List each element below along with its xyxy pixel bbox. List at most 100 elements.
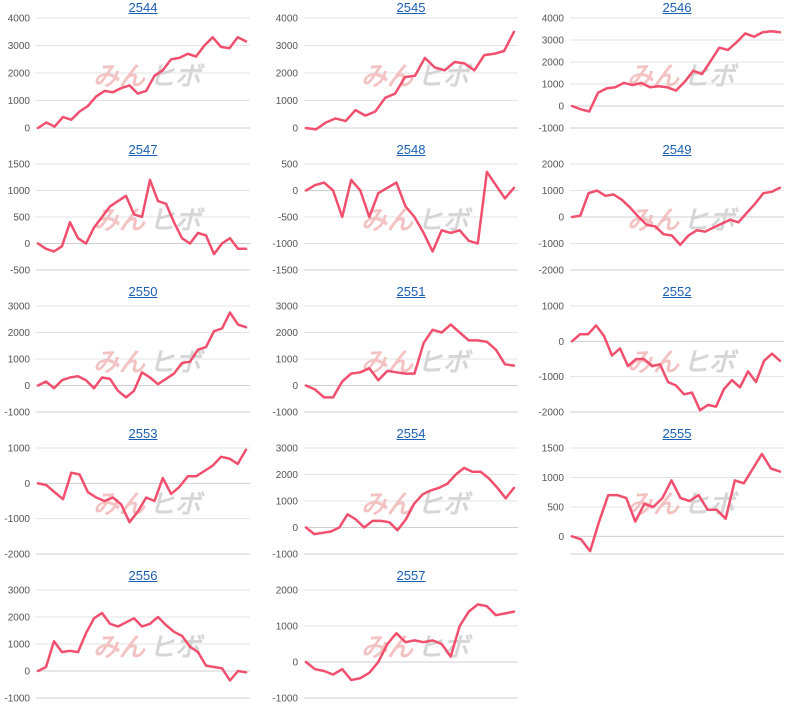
y-tick-label: 1000 — [8, 186, 31, 197]
watermark-logo: みん ヒボ — [93, 347, 205, 377]
y-tick-label: -1000 — [538, 372, 564, 383]
series-line — [36, 178, 248, 256]
y-tick-label: 4000 — [542, 14, 565, 25]
y-tick-label: -1000 — [4, 408, 30, 419]
watermark-text-left: みん — [93, 632, 146, 662]
chart-panel: 2545 0 1000 2000 3000 4000 みん ヒボ — [268, 0, 528, 146]
watermark-logo: みん ヒボ — [93, 61, 205, 91]
y-tick-label: 2000 — [276, 328, 299, 339]
y-tick-label: 0 — [292, 124, 298, 135]
y-tick-label: 3000 — [542, 36, 565, 47]
chart-panel: 2551 -1000 0 1000 2000 3000 みん ヒボ — [268, 284, 528, 430]
chart-title-link[interactable]: 2552 — [662, 284, 692, 299]
y-tick-label: 3000 — [8, 41, 31, 52]
y-tick-label: 0 — [24, 239, 30, 250]
watermark-logo: みん ヒボ — [93, 489, 205, 519]
watermark-logo: みん ヒボ — [361, 61, 473, 91]
chart-title-link[interactable]: 2551 — [396, 284, 426, 299]
series-line — [36, 448, 248, 524]
y-tick-label: -2000 — [538, 266, 564, 277]
chart-panel: 2557 -1000 0 1000 2000 みん ヒボ — [268, 568, 528, 714]
chart-panel: 2548 -1500 -1000 -500 0 500 みん ヒボ — [268, 142, 528, 288]
series-line — [570, 186, 782, 247]
y-tick-label: 0 — [24, 667, 30, 678]
watermark-logo: みん ヒボ — [361, 489, 473, 519]
series-line — [570, 324, 782, 412]
y-tick-label: 1000 — [8, 444, 31, 455]
chart-title-link[interactable]: 2557 — [396, 568, 426, 583]
chart-title-link[interactable]: 2554 — [396, 426, 426, 441]
watermark-logo: みん ヒボ — [627, 61, 739, 91]
line-chart: 0 500 1000 1500 みん ヒボ — [542, 444, 784, 555]
y-tick-label: 3000 — [8, 586, 31, 597]
y-tick-label: 2000 — [8, 613, 31, 624]
watermark-text-right: ヒボ — [683, 61, 739, 91]
line-chart: -500 0 500 1000 1500 みん ヒボ — [8, 160, 250, 277]
y-tick-label: 1000 — [8, 355, 31, 366]
chart-title-link[interactable]: 2555 — [662, 426, 692, 441]
watermark-text-left: みん — [361, 489, 414, 519]
watermark-logo: みん ヒボ — [627, 347, 739, 377]
watermark-text-left: みん — [627, 205, 680, 235]
y-tick-label: -1000 — [538, 124, 564, 135]
y-tick-label: -1000 — [272, 694, 298, 705]
y-tick-label: 0 — [558, 102, 564, 113]
watermark-text-left: みん — [627, 489, 680, 519]
series-line — [304, 603, 516, 682]
y-tick-label: 3000 — [276, 444, 299, 455]
chart-title-link[interactable]: 2556 — [128, 568, 158, 583]
y-tick-label: 1000 — [276, 497, 299, 508]
y-tick-label: 0 — [558, 532, 564, 543]
y-tick-label: 0 — [292, 658, 298, 669]
line-chart: -2000 -1000 0 1000 2000 みん ヒボ — [538, 160, 784, 277]
watermark-text-left: みん — [93, 61, 146, 91]
watermark-logo: みん ヒボ — [93, 205, 205, 235]
chart-panel: 2546 -1000 0 1000 2000 3000 4000 みん ヒボ — [534, 0, 794, 146]
y-tick-label: 0 — [24, 124, 30, 135]
chart-title-link[interactable]: 2547 — [128, 142, 158, 157]
chart-panel: 2547 -500 0 500 1000 1500 みん ヒボ — [0, 142, 260, 288]
y-tick-label: 2000 — [276, 69, 299, 80]
y-tick-label: -1000 — [272, 550, 298, 561]
chart-title-link[interactable]: 2546 — [662, 0, 692, 15]
y-tick-label: 2000 — [542, 58, 565, 69]
chart-title-link[interactable]: 2553 — [128, 426, 158, 441]
y-tick-label: 1000 — [542, 302, 565, 313]
y-tick-label: 2000 — [542, 160, 565, 171]
chart-panel: 2544 0 1000 2000 3000 4000 みん ヒボ — [0, 0, 260, 146]
y-tick-label: 500 — [13, 213, 30, 224]
y-tick-label: 0 — [558, 337, 564, 348]
y-tick-label: 0 — [558, 213, 564, 224]
y-tick-label: 0 — [292, 381, 298, 392]
y-tick-label: -2000 — [538, 408, 564, 419]
y-tick-label: 1000 — [8, 96, 31, 107]
y-tick-label: 3000 — [276, 302, 299, 313]
chart-title-link[interactable]: 2544 — [128, 0, 158, 15]
y-tick-label: 2000 — [8, 328, 31, 339]
y-tick-label: 1000 — [542, 80, 565, 91]
chart-panel: 2556 -1000 0 1000 2000 3000 みん ヒボ — [0, 568, 260, 714]
y-tick-label: 1000 — [276, 96, 299, 107]
chart-title-link[interactable]: 2545 — [396, 0, 426, 15]
y-tick-label: 1500 — [8, 160, 31, 171]
y-tick-label: 0 — [24, 381, 30, 392]
y-tick-label: 1000 — [276, 622, 299, 633]
watermark-text-right: ヒボ — [149, 61, 205, 91]
line-chart: 0 1000 2000 3000 4000 みん ヒボ — [8, 14, 250, 135]
chart-panel: 2554 -1000 0 1000 2000 3000 みん ヒボ — [268, 426, 528, 572]
watermark-text-left: みん — [93, 205, 146, 235]
series-line — [304, 30, 516, 131]
chart-title-link[interactable]: 2550 — [128, 284, 158, 299]
chart-title-link[interactable]: 2548 — [396, 142, 426, 157]
chart-title-link[interactable]: 2549 — [662, 142, 692, 157]
series-line — [36, 311, 248, 399]
y-tick-label: 1000 — [8, 640, 31, 651]
watermark-text-right: ヒボ — [417, 61, 473, 91]
line-chart: -2000 -1000 0 1000 みん ヒボ — [538, 302, 784, 419]
y-tick-label: 500 — [281, 160, 298, 171]
